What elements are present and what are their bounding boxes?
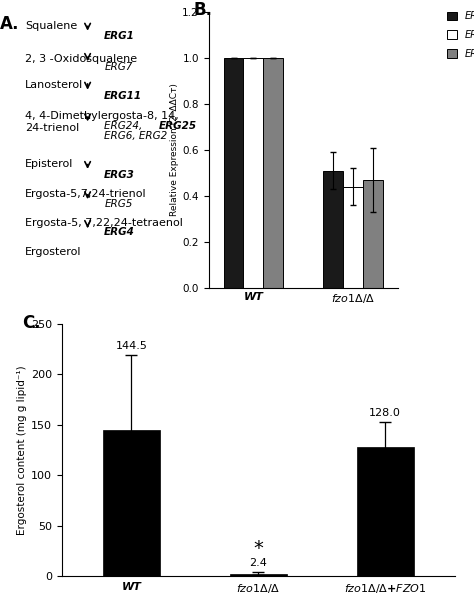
Legend: ERG1, ERG3, ERG11: ERG1, ERG3, ERG11 — [447, 11, 474, 59]
Text: ERG25: ERG25 — [158, 121, 197, 131]
Text: ERG7: ERG7 — [104, 62, 133, 72]
Y-axis label: Relative Expression (2⁻ΔΔCᴛ): Relative Expression (2⁻ΔΔCᴛ) — [171, 83, 180, 217]
Text: Squalene: Squalene — [25, 20, 77, 31]
Text: Episterol: Episterol — [25, 159, 73, 169]
Y-axis label: Ergosterol content (mg g lipid⁻¹): Ergosterol content (mg g lipid⁻¹) — [17, 365, 27, 535]
Bar — [323, 170, 343, 288]
Text: Ergosterol: Ergosterol — [25, 247, 82, 257]
Text: 4, 4-Dimethylergosta-8, 14,
24-trienol: 4, 4-Dimethylergosta-8, 14, 24-trienol — [25, 112, 179, 133]
Bar — [230, 574, 287, 576]
Bar — [103, 430, 160, 576]
Text: 128.0: 128.0 — [369, 408, 401, 418]
Text: ,ERG26, ERG27,: ,ERG26, ERG27, — [213, 121, 296, 131]
Text: Ergosta-5,7,24-trienol: Ergosta-5,7,24-trienol — [25, 189, 146, 199]
Text: ERG4: ERG4 — [104, 227, 135, 238]
Text: ERG1: ERG1 — [104, 31, 135, 41]
Bar — [363, 180, 383, 288]
Text: ERG6, ERG2: ERG6, ERG2 — [104, 131, 167, 141]
Bar — [264, 58, 283, 288]
Text: A.: A. — [0, 15, 19, 33]
Bar — [224, 58, 244, 288]
Bar — [244, 58, 264, 288]
Bar — [343, 187, 363, 288]
Text: ERG24,: ERG24, — [104, 121, 146, 131]
Text: 144.5: 144.5 — [116, 341, 147, 351]
Text: ERG11: ERG11 — [104, 91, 142, 101]
Text: 2.4: 2.4 — [249, 558, 267, 568]
Text: ERG3: ERG3 — [104, 170, 135, 180]
Text: *: * — [254, 539, 263, 558]
Text: B.: B. — [193, 1, 212, 19]
Text: 2, 3 -Oxidosqualene: 2, 3 -Oxidosqualene — [25, 54, 137, 64]
Text: Lanosterol: Lanosterol — [25, 80, 83, 89]
Text: ERG5: ERG5 — [104, 199, 133, 209]
Text: Ergosta-5, 7,22,24-tetraenol: Ergosta-5, 7,22,24-tetraenol — [25, 218, 183, 228]
Text: C.: C. — [22, 314, 41, 332]
Bar — [357, 447, 414, 576]
